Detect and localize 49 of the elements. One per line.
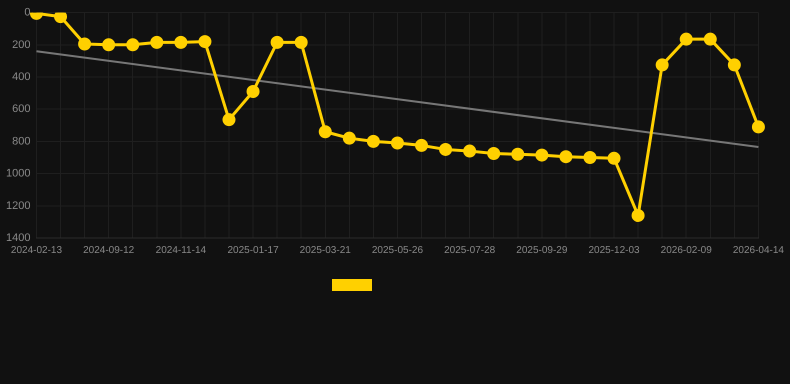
point <box>54 12 68 24</box>
y-tick-label: 200 <box>12 38 30 51</box>
x-tick-label: 2025-03-21 <box>300 244 352 256</box>
point <box>487 146 500 160</box>
point <box>511 148 524 161</box>
x-tick-label: 2025-09-29 <box>516 244 568 256</box>
point <box>294 36 308 49</box>
point <box>390 136 404 150</box>
y-tick-label: 400 <box>12 71 30 84</box>
point <box>656 58 669 72</box>
point <box>102 38 116 52</box>
point <box>680 32 693 46</box>
x-tick-label: 2026-04-14 <box>732 244 784 256</box>
point <box>415 138 428 152</box>
x-tick-label: 2025-05-26 <box>372 244 424 256</box>
point <box>246 84 260 98</box>
x-tick-label: 2025-01-17 <box>227 244 280 256</box>
point <box>270 36 284 49</box>
point <box>752 120 765 134</box>
point <box>222 113 236 126</box>
point <box>559 150 572 164</box>
y-tick-label: 600 <box>12 103 30 116</box>
x-tick-label: 2024-02-13 <box>10 244 62 256</box>
y-tick-label: 800 <box>12 135 30 148</box>
point <box>704 32 717 46</box>
y-tick-label: 1400 <box>6 232 30 244</box>
point <box>439 142 452 156</box>
point <box>198 35 212 48</box>
point <box>342 132 356 145</box>
point <box>174 36 188 49</box>
x-tick-label: 2024-09-12 <box>83 244 135 256</box>
x-tick-label: 2025-12-03 <box>588 244 640 256</box>
point <box>728 58 741 72</box>
y-tick-label: 1000 <box>6 168 30 180</box>
point <box>126 38 140 52</box>
point <box>463 144 476 158</box>
point <box>366 134 380 148</box>
point <box>318 125 332 138</box>
y-tick-label: 0 <box>24 6 30 19</box>
point <box>632 208 645 222</box>
point <box>608 152 621 165</box>
x-tick-label: 2024-11-14 <box>156 244 206 256</box>
point <box>150 36 164 49</box>
point <box>535 148 548 162</box>
x-tick-label: 2026-02-09 <box>660 244 712 256</box>
point <box>583 151 596 164</box>
y-tick-label: 1200 <box>6 200 30 212</box>
point <box>78 37 92 50</box>
x-tick-label: 2025-07-28 <box>444 244 496 256</box>
